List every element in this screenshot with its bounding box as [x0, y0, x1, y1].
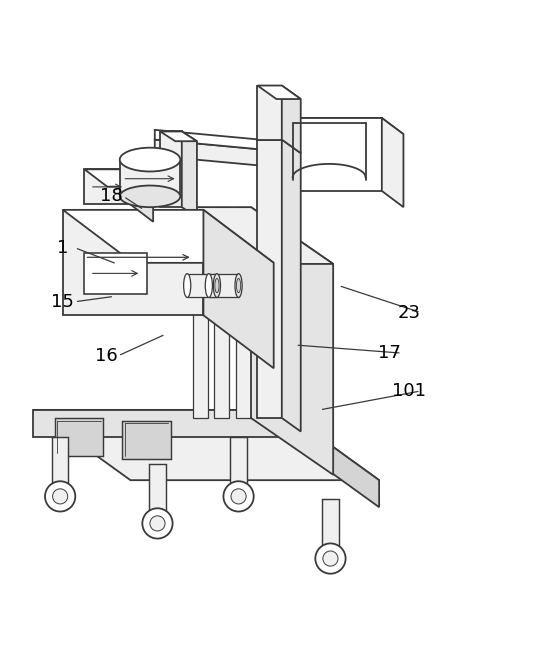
Circle shape [143, 509, 172, 538]
Polygon shape [85, 169, 153, 186]
Polygon shape [33, 410, 282, 437]
Circle shape [223, 481, 254, 512]
Polygon shape [257, 86, 282, 140]
Polygon shape [150, 464, 165, 515]
Polygon shape [257, 86, 301, 99]
Ellipse shape [235, 274, 242, 298]
Polygon shape [160, 131, 197, 141]
Polygon shape [63, 210, 274, 263]
Polygon shape [276, 118, 403, 134]
Polygon shape [230, 437, 247, 488]
Polygon shape [182, 131, 197, 217]
Polygon shape [382, 118, 403, 207]
Polygon shape [122, 421, 171, 459]
Text: 17: 17 [378, 344, 402, 362]
Text: 1: 1 [57, 239, 68, 257]
Text: 18: 18 [100, 188, 123, 206]
Polygon shape [236, 207, 251, 418]
Polygon shape [33, 410, 379, 480]
Polygon shape [192, 207, 333, 264]
Text: 16: 16 [95, 347, 118, 365]
Ellipse shape [236, 278, 241, 292]
Ellipse shape [120, 186, 180, 207]
Circle shape [53, 489, 68, 504]
Polygon shape [257, 140, 282, 418]
Polygon shape [251, 207, 333, 475]
Text: 15: 15 [51, 293, 74, 311]
Circle shape [323, 551, 338, 566]
Polygon shape [131, 169, 153, 221]
Polygon shape [120, 160, 180, 196]
Polygon shape [160, 131, 182, 207]
Ellipse shape [205, 274, 212, 298]
Circle shape [150, 516, 165, 531]
Polygon shape [55, 418, 104, 456]
Polygon shape [155, 140, 301, 169]
Polygon shape [85, 169, 131, 204]
Polygon shape [214, 207, 229, 418]
Circle shape [231, 489, 246, 504]
Polygon shape [187, 274, 217, 298]
Polygon shape [203, 210, 274, 368]
Ellipse shape [120, 148, 180, 172]
Ellipse shape [184, 274, 191, 298]
Polygon shape [276, 118, 382, 191]
Polygon shape [322, 499, 339, 550]
Polygon shape [192, 207, 208, 418]
Ellipse shape [214, 274, 221, 298]
Polygon shape [85, 253, 147, 294]
Polygon shape [155, 130, 301, 153]
Text: 101: 101 [392, 382, 426, 400]
Ellipse shape [215, 278, 219, 292]
Polygon shape [282, 410, 379, 507]
Text: 23: 23 [397, 304, 421, 322]
Polygon shape [282, 86, 301, 153]
Polygon shape [63, 210, 203, 316]
Circle shape [45, 481, 75, 512]
Polygon shape [209, 274, 238, 298]
Polygon shape [282, 140, 301, 432]
Polygon shape [52, 437, 68, 488]
Circle shape [315, 544, 346, 573]
